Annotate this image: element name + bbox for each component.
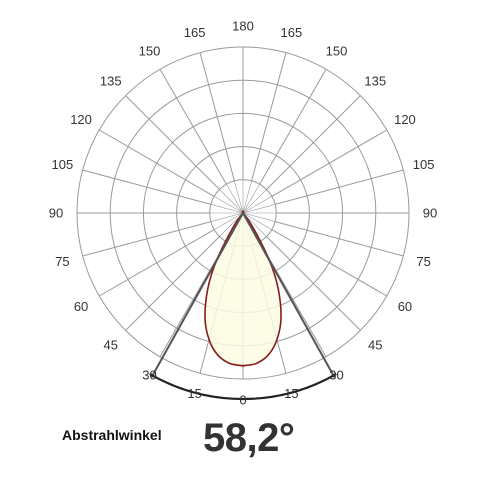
beam-angle-lines [149,212,337,401]
grid-spoke [82,169,212,205]
grid-spoke-inner [226,184,244,214]
grid-spoke [271,229,388,297]
angle-tick-label: 60 [398,299,412,314]
angle-tick-label: 90 [423,206,437,221]
angle-tick-label: 105 [52,157,74,172]
grid-spoke [266,236,361,331]
angle-tick-label: 45 [104,338,118,353]
grid-spoke-inner [242,184,260,214]
angle-tick-label: 165 [281,25,303,40]
grid-spoke-inner [242,204,276,214]
angle-tick-label: 0 [239,393,246,408]
grid-spoke [159,68,227,185]
angle-tick-label: 150 [139,44,161,59]
grid-spoke-inner [214,196,244,214]
angle-tick-label: 30 [142,367,156,382]
grid-spoke [98,129,215,197]
grid-spoke-inner [234,180,244,214]
angle-tick-label: 15 [284,386,298,401]
beam-angle-arc [149,372,337,401]
grid-spoke [199,52,235,182]
intensity-curve-fill [204,211,282,366]
grid-spoke [251,52,287,182]
grid-spoke [82,221,212,257]
angle-tick-label: 135 [364,73,386,88]
angle-tick-label: 135 [100,73,122,88]
grid-spoke-inner [214,212,244,230]
angle-tick-label: 120 [394,112,416,127]
angle-tick-label: 90 [49,206,63,221]
angle-tick-label: 15 [187,386,201,401]
intensity-distribution [204,210,282,367]
grid-spoke [125,236,220,331]
beam-angle-caption: Abstrahlwinkel [62,427,162,443]
angle-tick-label: 165 [184,25,206,40]
angle-tick-label: 45 [368,338,382,353]
grid-spoke [266,95,361,190]
angle-tick-label: 75 [55,254,69,269]
grid-spoke-inner [210,204,244,214]
beam-angle-line [242,212,336,378]
angle-tick-label: 180 [232,19,254,34]
angle-tick-label: 120 [70,112,92,127]
beam-angle-value: 58,2° [203,416,295,460]
grid-spoke [274,221,404,257]
grid-spoke-inner [242,180,252,214]
grid-spoke-inner [242,212,276,222]
angle-tick-label: 150 [326,44,348,59]
angle-tick-label: 60 [74,299,88,314]
angle-tick-label: 105 [413,157,435,172]
angle-tick-label: 30 [329,367,343,382]
grid-spoke-inner [210,212,244,222]
angle-tick-label: 75 [416,254,430,269]
grid-spoke-inner [242,189,267,214]
grid-spoke [125,95,220,190]
grid-spoke-inner [242,196,272,214]
beam-angle-line [150,212,244,378]
grid-spoke [259,68,327,185]
grid-spoke-inner [242,212,272,230]
grid-spoke-inner [219,189,244,214]
grid-spoke [274,169,404,205]
grid-spoke [271,129,388,197]
grid-spoke [98,229,215,297]
